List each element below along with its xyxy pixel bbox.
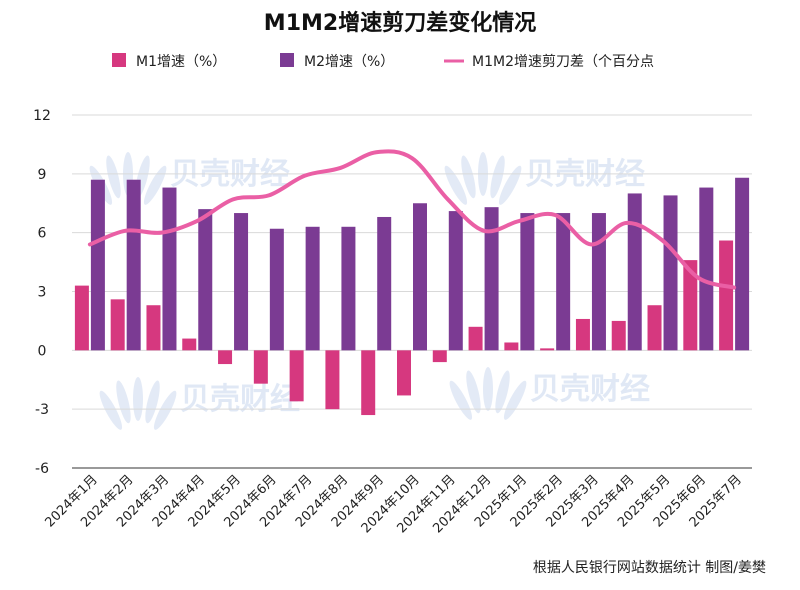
bar-m2 [735,177,750,351]
legend-label-0: M1增速（%） [136,54,226,70]
x-axis: 2024年1月2024年2月2024年3月2024年4月2024年5月2024年… [42,472,744,536]
bar-m2 [90,179,105,351]
bar-m1 [432,350,447,363]
bar-m1 [683,260,698,351]
bar-m1 [540,348,555,351]
bar-m1 [468,326,483,351]
watermark-petal [99,390,123,430]
watermark-petal [106,155,121,199]
bar-m1 [325,350,340,410]
y-tick-label: 3 [38,285,47,301]
bar-m2 [520,213,535,351]
bar-m1 [719,240,734,351]
watermark-petal [498,165,522,205]
watermark-text: 贝壳财经 [180,382,300,417]
bar-m2 [699,187,714,351]
watermark-petal [143,165,167,205]
bar-m1 [611,320,626,351]
watermark-3: 贝壳财经 [449,367,650,420]
bar-m2 [448,211,463,351]
watermark-2: 贝壳财经 [99,377,300,430]
bar-m2 [126,179,141,351]
bar-m1 [74,285,89,351]
watermark-petal [483,367,493,411]
legend-swatch-0 [112,53,126,67]
watermark-petal [133,377,143,421]
bar-m2 [162,187,177,351]
bar-m1 [146,305,161,351]
watermark-petal [466,370,481,414]
bar-m2 [341,226,356,351]
bar-m2 [198,209,213,351]
watermark-petal [495,370,510,414]
watermark-petal [490,155,505,199]
gap-line [87,149,737,290]
bars [74,177,750,416]
bar-m2 [305,226,320,351]
legend-swatch-1 [280,53,294,67]
watermark-petal [153,390,177,430]
bar-m1 [647,305,662,351]
y-tick-label: 0 [38,343,47,359]
legend-label-2: M1M2增速剪刀差（个百分点 [472,54,654,70]
bar-m1 [575,318,590,351]
bar-m2 [234,213,249,351]
chart-title: M1M2增速剪刀差变化情况 [264,10,536,36]
watermark-petal [461,155,476,199]
watermark-text: 贝壳财经 [525,157,645,192]
bar-m2 [377,216,392,351]
y-tick-label: -3 [35,402,49,418]
y-tick-label: 6 [38,226,47,242]
watermark-text: 贝壳财经 [530,372,650,407]
bar-m1 [182,338,197,351]
bar-m2 [556,213,571,351]
watermark-petal [449,380,473,420]
bar-m1 [289,350,304,402]
y-axis: -6 -3 0 3 6 9 12 [33,108,51,477]
bar-m2 [269,228,284,351]
watermark-petal [145,380,160,424]
watermark-1: 贝壳财经 [444,152,645,205]
watermark-petal [444,165,468,205]
bar-m2 [627,193,642,351]
watermark-text: 贝壳财经 [170,157,290,192]
legend: M1增速（%） M2增速（%） M1M2增速剪刀差（个百分点 [112,53,654,70]
bar-m1 [504,342,519,351]
y-tick-label: 9 [38,167,47,183]
bar-m1 [110,299,125,351]
watermark-petal [503,380,527,420]
bar-m2 [413,203,427,351]
bar-m2 [591,213,606,351]
bar-m2 [484,207,499,351]
source-note: 根据人民银行网站数据统计 制图/姜樊 [533,560,766,576]
bar-m1 [361,350,376,416]
bar-m2 [663,195,678,351]
watermark-petal [116,380,131,424]
bar-m1 [218,350,233,365]
y-tick-label: -6 [35,461,49,477]
y-tick-label: 12 [33,108,51,124]
legend-label-1: M2增速（%） [304,54,394,70]
bar-m1 [397,350,411,396]
bar-m1 [253,350,268,384]
